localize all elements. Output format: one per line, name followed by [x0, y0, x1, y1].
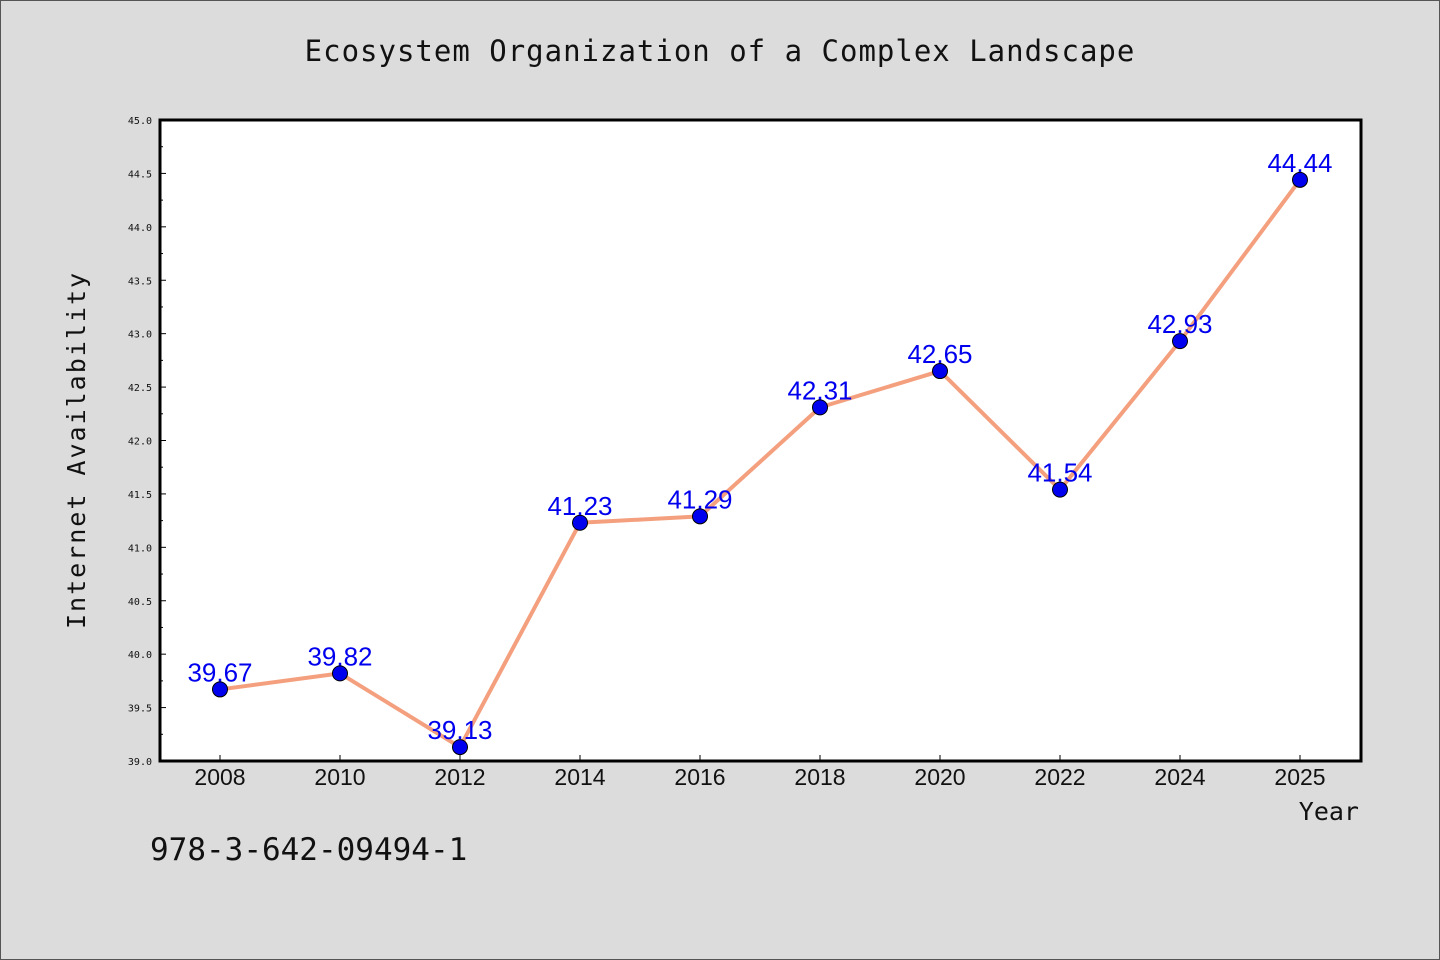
data-point: [1172, 333, 1188, 350]
x-tick-label: 2012: [434, 764, 485, 790]
y-tick-label: 43.5: [128, 276, 152, 287]
y-tick-label: 39.5: [128, 704, 152, 715]
data-label: 39.67: [187, 657, 252, 687]
y-tick-label: 41.0: [128, 543, 152, 554]
plot-area: [158, 118, 1363, 763]
data-label: 44.44: [1267, 148, 1332, 178]
y-tick-label: 39.0: [128, 757, 152, 768]
y-axis-label: Internet Availability: [62, 271, 91, 629]
x-tick-label: 2024: [1154, 764, 1205, 790]
y-tick-label: 42.0: [128, 437, 152, 448]
x-tick-label: 2025: [1274, 764, 1325, 790]
series-line: [219, 178, 1302, 750]
data-label: 41.29: [667, 484, 732, 514]
y-tick-label: 45.0: [128, 116, 152, 127]
x-tick-label: 2014: [554, 764, 605, 790]
x-tick-label: 2020: [914, 764, 965, 790]
data-point: [332, 665, 348, 682]
x-tick-label: 2022: [1034, 764, 1085, 790]
x-axis: 2008 2010 2012 2014 2016 2018 2020 2022 2024 2025: [194, 755, 1326, 790]
y-tick-label: 41.5: [128, 490, 152, 501]
data-point: [932, 363, 948, 380]
y-tick-label: 43.0: [128, 330, 152, 341]
x-tick-label: 2008: [194, 764, 245, 790]
isbn-text: 978-3-642-09494-1: [150, 832, 468, 868]
data-point: [1052, 481, 1068, 498]
chart-title: Ecosystem Organization of a Complex Land…: [304, 34, 1136, 68]
x-tick-label: 2018: [794, 764, 845, 790]
y-axis: 39.0 39.5 40.0 40.5 41.0 41.5 42.0 42.5 43.0 43.5…: [128, 116, 166, 768]
data-label: 41.23: [547, 491, 612, 521]
data-point: [452, 739, 468, 756]
data-label: 42.31: [787, 375, 852, 405]
data-label: 39.82: [307, 641, 372, 671]
y-tick-label: 40.5: [128, 597, 152, 608]
data-point: [692, 508, 708, 525]
data-label: 39.13: [427, 715, 492, 745]
series-group: 39.67 39.82 39.13 41.23 41.29 42.31 42.65 41.54…: [187, 148, 1333, 756]
data-point: [572, 514, 588, 531]
x-axis-label: Year: [1299, 797, 1359, 826]
data-label: 42.93: [1147, 309, 1212, 339]
y-tick-label: 44.0: [128, 223, 152, 234]
data-point: [1292, 171, 1308, 188]
x-tick-label: 2010: [314, 764, 365, 790]
y-tick-label: 40.0: [128, 650, 152, 661]
data-point: [212, 681, 228, 698]
x-tick-label: 2016: [674, 764, 725, 790]
data-label: 42.65: [907, 339, 972, 369]
data-label: 41.54: [1027, 458, 1092, 488]
y-tick-label: 44.5: [128, 169, 152, 180]
data-point: [812, 399, 828, 416]
y-tick-label: 42.5: [128, 383, 152, 394]
